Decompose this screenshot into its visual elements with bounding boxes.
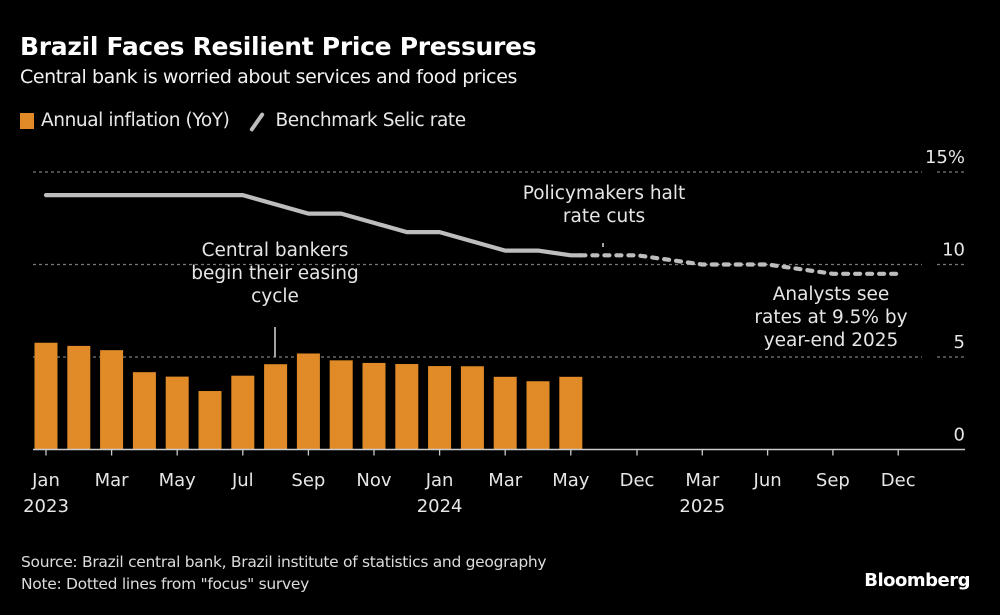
x-tick-year: 2023 <box>23 496 69 517</box>
x-tick-label: May <box>552 470 590 491</box>
x-tick-label: Sep <box>291 470 325 491</box>
x-tick-label: Jun <box>753 470 782 491</box>
inflation-bar <box>428 366 452 450</box>
legend-label-selic: Benchmark Selic rate <box>275 110 466 131</box>
footnote: Note: Dotted lines from "focus" survey <box>21 575 309 593</box>
x-tick-year: 2024 <box>417 496 463 517</box>
x-tick-label: Dec <box>620 470 655 491</box>
inflation-bar <box>493 376 517 450</box>
x-tick-label: Dec <box>881 470 916 491</box>
inflation-bar <box>34 342 58 450</box>
chart-subtitle: Central bank is worried about services a… <box>20 66 518 88</box>
annotation-halt: Policymakers halt <box>523 183 686 204</box>
annotation-halt: rate cuts <box>563 206 645 227</box>
inflation-bar <box>296 353 320 450</box>
inflation-bar <box>395 364 419 450</box>
inflation-bar <box>132 372 156 450</box>
chart-title: Brazil Faces Resilient Price Pressures <box>20 32 537 61</box>
inflation-bar <box>526 381 550 450</box>
selic-forecast-line <box>578 253 901 276</box>
x-tick-label: Mar <box>685 470 720 491</box>
inflation-bar <box>329 360 353 450</box>
x-tick-label: Jul <box>231 470 254 491</box>
source-note: Source: Brazil central bank, Brazil inst… <box>21 553 547 571</box>
inflation-bar <box>231 375 255 450</box>
inflation-bar <box>362 362 386 450</box>
y-tick-label: 5 <box>954 332 965 353</box>
y-tick-label: 15% <box>925 147 965 168</box>
inflation-bar <box>460 366 484 450</box>
annotation-easing: Central bankers <box>202 240 349 261</box>
legend-label-inflation: Annual inflation (YoY) <box>41 110 230 131</box>
annotation-analysts: year-end 2025 <box>764 330 899 351</box>
inflation-bar <box>559 376 583 450</box>
inflation-bar <box>67 345 91 450</box>
annotation-easing: cycle <box>251 286 299 307</box>
inflation-bar <box>198 391 222 450</box>
x-tick-label: Jan <box>425 470 454 491</box>
x-tick-year: 2025 <box>679 496 725 517</box>
x-tick-label: Mar <box>95 470 130 491</box>
x-tick-label: Nov <box>356 470 391 491</box>
x-tick-label: Mar <box>488 470 523 491</box>
annotation-analysts: Analysts see <box>773 284 890 305</box>
inflation-bar <box>264 364 288 450</box>
legend: Annual inflation (YoY) Benchmark Selic r… <box>20 110 466 131</box>
inflation-bar <box>100 350 124 450</box>
annotation-easing: begin their easing <box>191 263 359 284</box>
legend-swatch-inflation <box>20 112 34 129</box>
x-tick-label: Jan <box>31 470 60 491</box>
x-tick-label: May <box>159 470 197 491</box>
inflation-bar <box>165 376 189 450</box>
y-tick-label: 10 <box>942 240 965 261</box>
bloomberg-logo: Bloomberg <box>864 570 970 591</box>
selic-line <box>43 193 583 258</box>
y-tick-label: 0 <box>954 425 965 446</box>
annotation-analysts: rates at 9.5% by <box>754 307 907 328</box>
x-tick-label: Sep <box>816 470 850 491</box>
